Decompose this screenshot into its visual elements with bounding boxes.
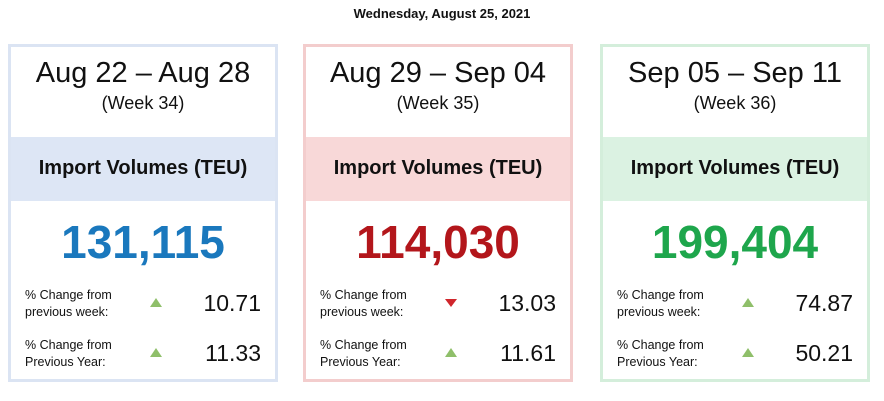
date-range: Aug 29 – Sep 04 [329,57,547,89]
trend-arrow-shape [150,298,162,307]
change-value: 11.33 [205,340,261,366]
change-label: % Change from Previous Year: [320,338,407,369]
change-label: % Change from previous week: [25,288,112,319]
report-date: Wednesday, August 25, 2021 [353,6,531,21]
change-label: % Change from Previous Year: [25,338,112,369]
card: Sep 05 – Sep 11 (Week 36) Import Volumes (… [600,44,870,382]
change-value: 10.71 [203,290,261,316]
trend-arrow [742,348,754,357]
change-label: % Change from previous week: [617,288,704,319]
card: Aug 29 – Sep 04 (Week 35) Import Volumes (… [303,44,573,382]
date-range: Sep 05 – Sep 11 [628,57,842,89]
metric-label: Import Volumes (TEU) [333,157,543,179]
change-value: 74.87 [795,290,853,316]
metric-band: Import Volumes (TEU) [11,137,275,201]
week-label: (Week 35) [396,93,480,113]
date-range: Aug 22 – Aug 28 [35,57,251,89]
trend-arrow-shape [445,348,457,357]
trend-arrow-shape [150,348,162,357]
change-value: 11.61 [500,340,556,366]
trend-arrow-shape [742,348,754,357]
change-label: % Change from previous week: [320,288,407,319]
week-label: (Week 34) [101,93,185,113]
trend-arrow [742,298,754,307]
change-value: 13.03 [498,290,556,316]
metric-value: 199,404 [651,216,819,268]
trend-arrow [445,348,457,357]
metric-label: Import Volumes (TEU) [630,157,840,179]
change-value: 50.21 [795,340,853,366]
metric-label: Import Volumes (TEU) [38,157,248,179]
trend-arrow-shape [742,298,754,307]
trend-arrow [445,299,457,307]
metric-value: 114,030 [356,216,520,268]
metric-band: Import Volumes (TEU) [306,137,570,201]
metric-band: Import Volumes (TEU) [603,137,867,201]
week-label: (Week 36) [693,93,777,113]
trend-arrow-shape [445,299,457,307]
trend-arrow [150,348,162,357]
card: Aug 22 – Aug 28 (Week 34) Import Volumes (… [8,44,278,382]
change-label: % Change from Previous Year: [617,338,704,369]
metric-value: 131,115 [61,216,225,268]
trend-arrow [150,298,162,307]
